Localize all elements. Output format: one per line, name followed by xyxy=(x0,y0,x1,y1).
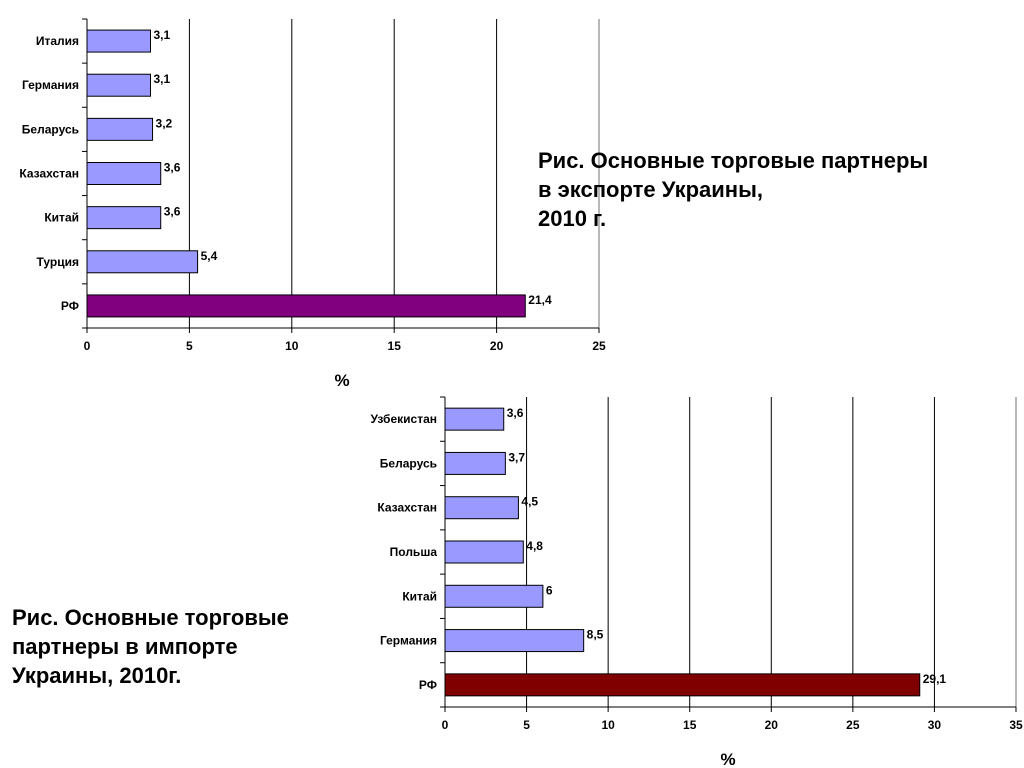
import-chart-value-label: 29,1 xyxy=(923,672,947,686)
import-chart-bar xyxy=(444,584,544,608)
import-chart-bar xyxy=(444,629,585,653)
import-chart-x-tick-label: 35 xyxy=(1009,718,1023,732)
import-chart-x-tick-label: 30 xyxy=(928,718,942,732)
import-chart-category-label: Казахстан xyxy=(377,501,437,515)
export-chart-category-label: Италия xyxy=(36,34,79,48)
export-caption-line-2: в экспорте Украины, xyxy=(538,177,763,202)
export-chart-category-label: Турция xyxy=(37,255,79,269)
export-chart-x-axis-label: % xyxy=(334,371,349,390)
import-chart-x-axis-label: % xyxy=(720,750,735,768)
export-chart-value-label: 3,6 xyxy=(164,205,181,219)
export-chart-category-label: Беларусь xyxy=(22,122,79,136)
export-chart-value-label: 21,4 xyxy=(528,293,552,307)
import-chart-value-label: 4,5 xyxy=(521,495,538,509)
export-chart-bar xyxy=(86,162,162,185)
import-caption-line-2: партнеры в импорте xyxy=(12,634,238,659)
import-chart-bar xyxy=(444,407,505,431)
export-caption: Рис. Основные торговые партнеры в экспор… xyxy=(538,146,928,233)
export-chart-bar xyxy=(86,250,199,274)
import-chart-category-label: Германия xyxy=(380,634,437,648)
export-chart-category-label: Казахстан xyxy=(19,167,79,181)
import-chart-x-tick-label: 20 xyxy=(765,718,779,732)
import-chart-x-tick-label: 0 xyxy=(442,718,449,732)
export-chart-x-tick-label: 20 xyxy=(490,339,504,353)
import-chart-value-label: 8,5 xyxy=(587,628,604,642)
import-chart-value-label: 4,8 xyxy=(526,539,543,553)
export-chart-bar xyxy=(86,29,151,53)
export-caption-line-3: 2010 г. xyxy=(538,206,607,231)
export-chart-value-label: 5,4 xyxy=(201,249,218,263)
export-chart-value-label: 3,2 xyxy=(156,116,173,130)
export-chart-x-tick-label: 0 xyxy=(84,339,91,353)
import-chart-category-label: РФ xyxy=(419,678,437,692)
import-chart-category-label: Китай xyxy=(402,589,437,603)
import-chart-bar xyxy=(444,451,506,475)
export-chart-value-label: 3,1 xyxy=(153,72,170,86)
export-chart-category-label: РФ xyxy=(61,299,79,313)
import-chart-x-tick-label: 15 xyxy=(683,718,697,732)
export-chart-category-label: Германия xyxy=(22,78,79,92)
export-chart-bar xyxy=(86,294,526,318)
import-chart-x-tick-label: 5 xyxy=(523,718,530,732)
import-chart-category-label: Беларусь xyxy=(380,456,437,470)
import-chart-value-label: 3,7 xyxy=(508,450,525,464)
import-chart-bar xyxy=(444,496,519,520)
import-chart-value-label: 6 xyxy=(546,583,553,597)
export-chart-x-tick-label: 15 xyxy=(388,339,402,353)
import-caption-line-3: Украины, 2010г. xyxy=(12,663,182,688)
export-chart-bar xyxy=(86,73,151,97)
import-chart-category-label: Польша xyxy=(390,545,438,559)
import-chart-category-label: Узбекистан xyxy=(371,412,437,426)
export-chart-category-label: Китай xyxy=(44,211,79,225)
import-caption-line-1: Рис. Основные торговые xyxy=(12,605,289,630)
export-chart-bar xyxy=(86,206,162,230)
export-chart-x-tick-label: 10 xyxy=(285,339,299,353)
import-chart-value-label: 3,6 xyxy=(507,406,524,420)
import-chart-x-tick-label: 25 xyxy=(846,718,860,732)
export-caption-line-1: Рис. Основные торговые партнеры xyxy=(538,148,929,173)
export-chart-bar xyxy=(86,117,154,141)
import-chart-bar xyxy=(444,673,921,697)
export-chart-x-tick-label: 25 xyxy=(592,339,606,353)
import-chart-bar xyxy=(444,540,524,564)
import-chart-x-tick-label: 10 xyxy=(601,718,615,732)
import-caption: Рис. Основные торговые партнеры в импорт… xyxy=(12,603,289,690)
export-chart-x-tick-label: 5 xyxy=(186,339,193,353)
export-chart-value-label: 3,6 xyxy=(164,161,181,175)
export-chart-value-label: 3,1 xyxy=(153,28,170,42)
